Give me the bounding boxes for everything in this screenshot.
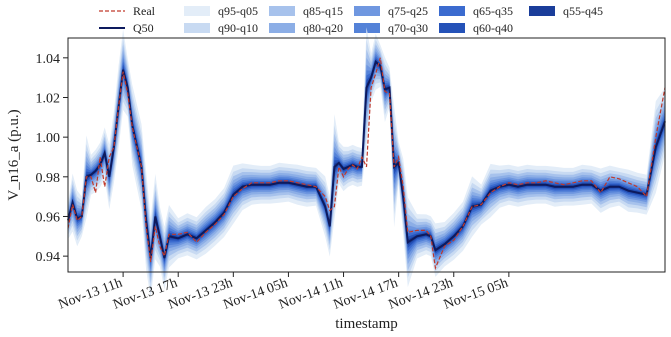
legend-label: q75-q25: [388, 4, 428, 18]
legend-label: q70-q30: [388, 21, 428, 35]
legend-swatch: [184, 23, 210, 33]
legend-label: q90-q10: [218, 21, 258, 35]
legend-label: q60-q40: [473, 21, 513, 35]
legend-swatch: [184, 6, 210, 16]
legend: Real Q50 q95-q05 q90-q10 q85-q15 q80-q20 q75-q…: [99, 4, 603, 35]
x-axis-label: timestamp: [335, 316, 398, 332]
legend-label: Real: [133, 4, 156, 18]
legend-label: Q50: [133, 21, 154, 35]
y-tick-label: 0.96: [36, 210, 61, 225]
legend-swatch: [439, 23, 465, 33]
legend-swatch: [529, 6, 555, 16]
y-tick-label: 1.02: [36, 91, 61, 106]
y-tick-label: 0.98: [36, 171, 61, 186]
legend-label: q95-q05: [218, 4, 258, 18]
quantile-bands: [68, 27, 665, 299]
x-tick-label: Nov-15 05h: [442, 276, 510, 313]
y-axis-label: V_n16_a (p.u.): [6, 109, 22, 200]
legend-swatch: [439, 6, 465, 16]
legend-swatch: [354, 6, 380, 16]
y-tick-label: 1.04: [36, 52, 61, 67]
plot-frame: [67, 37, 666, 273]
real-line: [67, 57, 666, 271]
legend-swatch: [354, 23, 380, 33]
legend-label: q65-q35: [473, 4, 513, 18]
series-lines: [67, 57, 666, 271]
legend-label: q55-q45: [563, 4, 603, 18]
legend-swatch: [269, 6, 295, 16]
q50-line: [67, 60, 666, 259]
legend-label: q85-q15: [303, 4, 343, 18]
y-tick-label: 1.00: [36, 131, 61, 146]
legend-swatch: [269, 23, 295, 33]
y-axis: 0.94 0.96 0.98 1.00 1.02 1.04: [36, 52, 68, 265]
legend-label: q80-q20: [303, 21, 343, 35]
y-tick-label: 0.94: [36, 250, 61, 265]
